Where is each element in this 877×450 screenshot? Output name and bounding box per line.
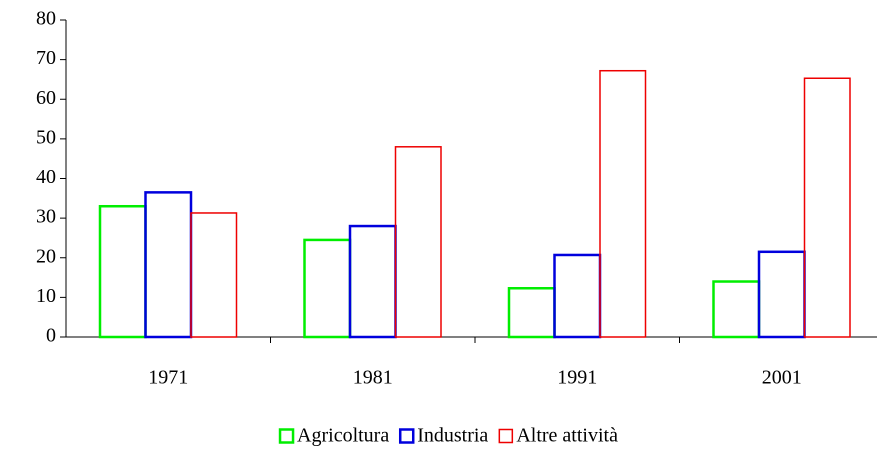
bar bbox=[98, 204, 147, 339]
y-tick-label: 30 bbox=[36, 206, 56, 228]
x-tick-label: 2001 bbox=[762, 367, 802, 389]
legend-label: Agricoltura bbox=[297, 425, 389, 447]
bar bbox=[553, 253, 602, 339]
legend-swatch bbox=[278, 428, 295, 444]
bar bbox=[394, 146, 442, 338]
bar bbox=[190, 212, 238, 338]
bar bbox=[348, 224, 397, 339]
bar bbox=[303, 238, 352, 339]
y-tick-label: 50 bbox=[36, 126, 56, 148]
bar bbox=[712, 280, 761, 339]
legend-swatch bbox=[398, 428, 415, 444]
legend-swatch bbox=[498, 428, 514, 444]
bar bbox=[507, 287, 556, 339]
y-tick-label: 80 bbox=[36, 8, 56, 30]
y-tick-label: 60 bbox=[36, 87, 56, 109]
legend-label: Industria bbox=[417, 425, 488, 447]
x-tick-label: 1981 bbox=[353, 367, 393, 389]
y-tick-label: 20 bbox=[36, 245, 56, 267]
bar bbox=[757, 250, 806, 339]
bar bbox=[803, 77, 851, 338]
x-tick-label: 1971 bbox=[148, 367, 188, 389]
y-tick-label: 0 bbox=[46, 325, 56, 347]
y-tick-label: 10 bbox=[36, 285, 56, 307]
bar bbox=[144, 191, 193, 339]
legend-label: Altre attività bbox=[516, 425, 618, 447]
y-tick-label: 40 bbox=[36, 166, 56, 188]
bar bbox=[599, 69, 647, 338]
y-tick-label: 70 bbox=[36, 47, 56, 69]
x-tick-label: 1991 bbox=[557, 367, 597, 389]
